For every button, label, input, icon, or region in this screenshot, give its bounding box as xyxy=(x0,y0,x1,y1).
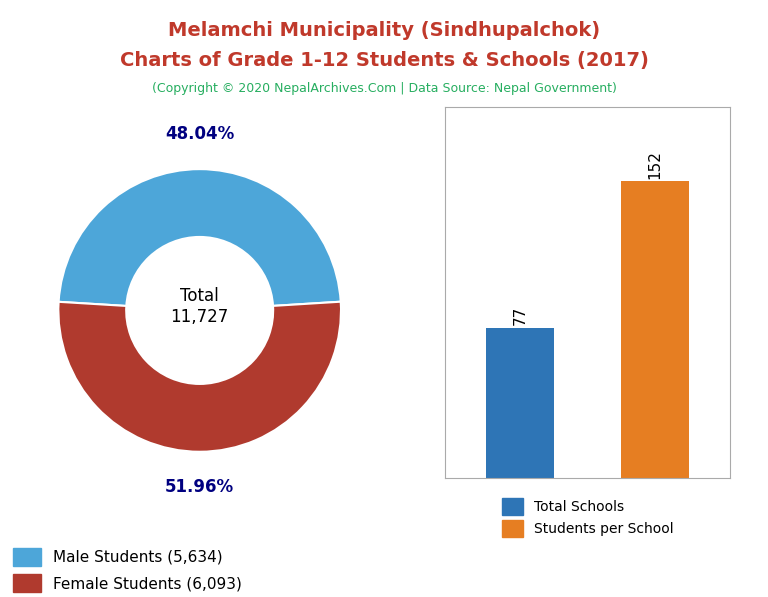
Wedge shape xyxy=(58,169,341,306)
Text: Total
11,727: Total 11,727 xyxy=(170,287,229,325)
Text: (Copyright © 2020 NepalArchives.Com | Data Source: Nepal Government): (Copyright © 2020 NepalArchives.Com | Da… xyxy=(151,82,617,96)
Text: 77: 77 xyxy=(512,306,528,325)
Text: Melamchi Municipality (Sindhupalchok): Melamchi Municipality (Sindhupalchok) xyxy=(168,21,600,40)
Legend: Total Schools, Students per School: Total Schools, Students per School xyxy=(502,498,674,537)
Text: 51.96%: 51.96% xyxy=(165,478,234,496)
Bar xyxy=(486,328,554,478)
Text: 152: 152 xyxy=(647,150,663,179)
Wedge shape xyxy=(58,301,341,452)
Legend: Male Students (5,634), Female Students (6,093): Male Students (5,634), Female Students (… xyxy=(13,547,242,592)
Text: 48.04%: 48.04% xyxy=(165,125,234,143)
Text: Charts of Grade 1-12 Students & Schools (2017): Charts of Grade 1-12 Students & Schools … xyxy=(120,51,648,70)
Bar xyxy=(621,181,689,478)
